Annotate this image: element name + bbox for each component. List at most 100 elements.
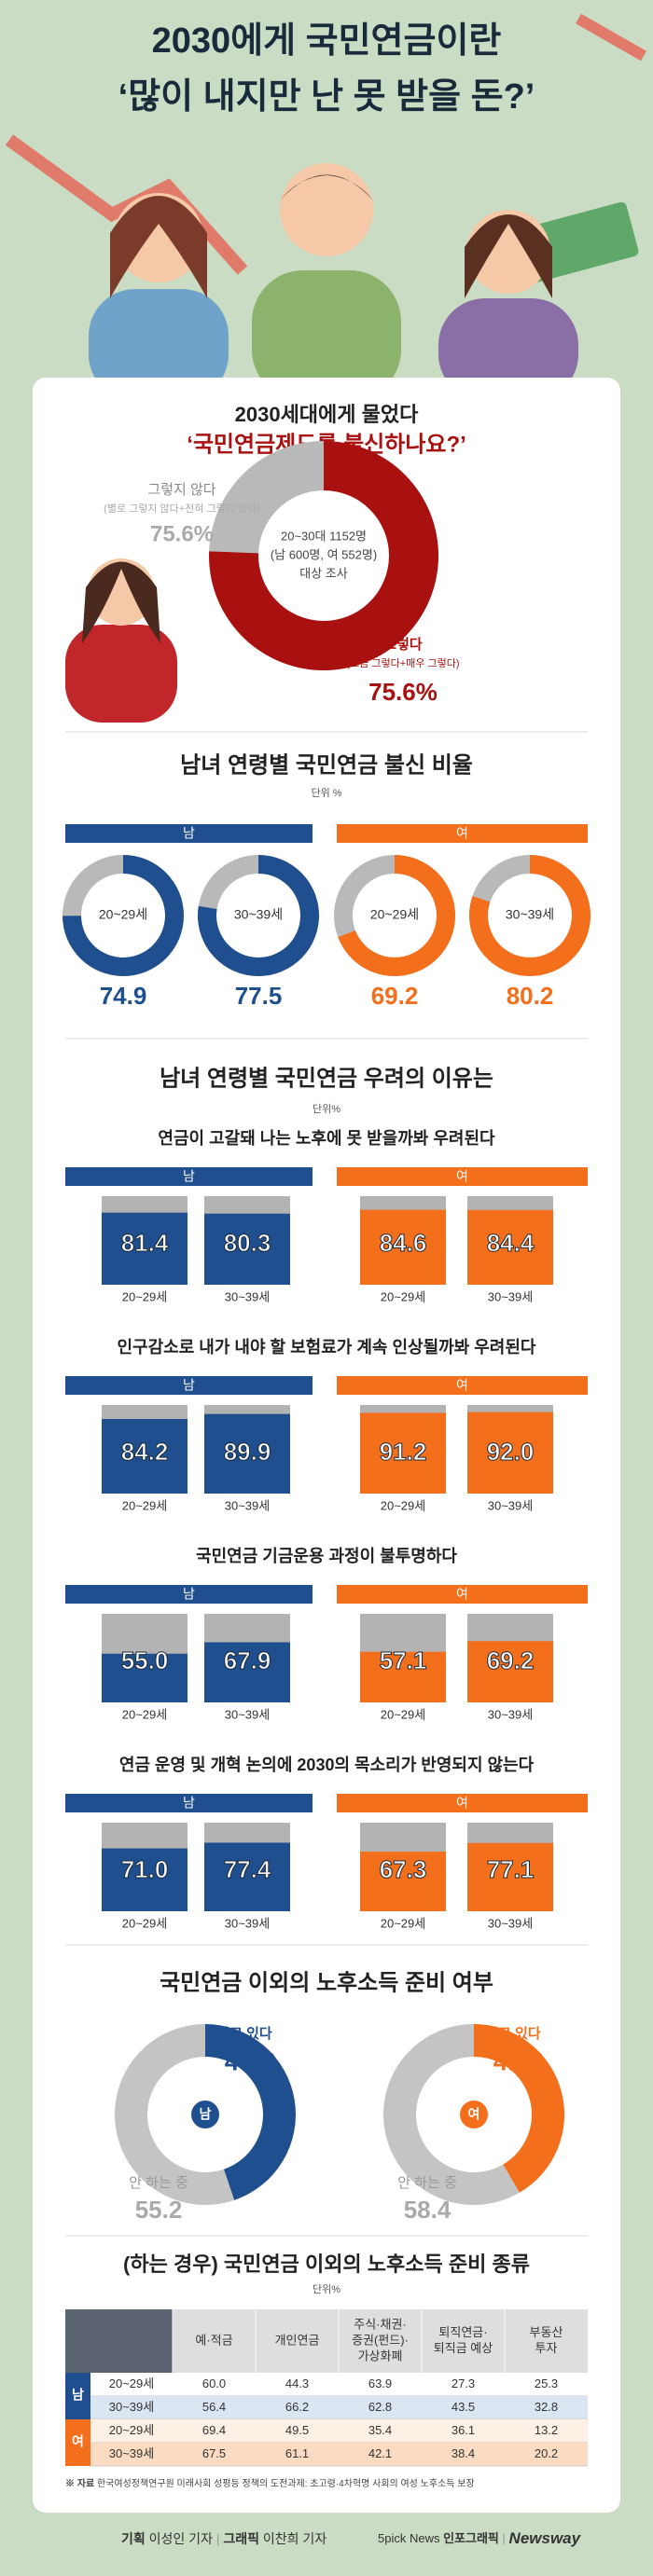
- bar: [102, 1653, 188, 1702]
- group-label: 여: [456, 826, 468, 841]
- credit-role: 기획: [121, 2531, 146, 2546]
- bar: [360, 1651, 446, 1702]
- row-label: 20~29세: [109, 2423, 154, 2437]
- credit-separator: |: [216, 2531, 220, 2546]
- group-label: 남: [183, 1796, 195, 1811]
- source-text: ※ 자료: [65, 2477, 94, 2489]
- table-row-bg: [90, 2396, 588, 2419]
- x-tick-label: 30~39세: [225, 1707, 270, 1721]
- table-cell: 69.4: [202, 2423, 226, 2437]
- chart-title: 2030세대에게 물었다: [235, 403, 419, 426]
- table-cell: 32.8: [535, 2400, 558, 2414]
- table-cell: 27.3: [452, 2376, 475, 2390]
- table-cell: 63.9: [368, 2376, 392, 2390]
- x-tick-label: 20~29세: [381, 1916, 425, 1930]
- group-label: 남: [183, 1378, 195, 1393]
- column-header: 부동산: [530, 2325, 563, 2339]
- table-header-corner: [65, 2309, 173, 2373]
- table-cell: 56.4: [202, 2400, 226, 2414]
- table-cell: 20.2: [535, 2446, 558, 2460]
- x-tick-label: 20~29세: [122, 1289, 167, 1303]
- table-row-bg: [90, 2373, 588, 2396]
- table-cell: 13.2: [535, 2423, 558, 2437]
- column-header: 증권(펀드)·: [352, 2333, 409, 2347]
- credit-name: 이성인 기자: [149, 2531, 213, 2546]
- center-note: 대상 조사: [299, 566, 347, 580]
- bar: [102, 1848, 188, 1911]
- donut-center-label: 30~39세: [234, 907, 283, 922]
- value-label: 80.2: [507, 982, 554, 1010]
- value-label: 71.0: [121, 1855, 169, 1883]
- bar: [467, 1641, 553, 1702]
- table-cell: 42.1: [368, 2446, 392, 2460]
- x-tick-label: 20~29세: [122, 1498, 167, 1512]
- table-cell: 67.5: [202, 2446, 226, 2460]
- row-label: 30~39세: [109, 2400, 154, 2414]
- group-label: 남: [183, 1169, 195, 1184]
- x-tick-label: 30~39세: [488, 1498, 533, 1512]
- value-label: 57.1: [380, 1646, 427, 1674]
- series-label: 여: [468, 2107, 480, 2122]
- table-cell: 61.1: [285, 2446, 309, 2460]
- x-tick-label: 20~29세: [122, 1916, 167, 1930]
- bar: [467, 1209, 553, 1285]
- value-label: 77.5: [235, 982, 283, 1010]
- table-cell: 60.0: [202, 2376, 226, 2390]
- bar: [360, 1852, 446, 1911]
- panel-title: 연금 운영 및 개혁 논의에 2030의 목소리가 반영되지 않는다: [119, 1755, 535, 1774]
- slice-label: 그렇다: [383, 637, 423, 653]
- table-cell: 35.4: [368, 2423, 392, 2437]
- column-header: 가상화폐: [358, 2349, 403, 2362]
- column-header: 개인연금: [275, 2333, 320, 2347]
- value-label: 84.4: [487, 1229, 535, 1257]
- group-header: [65, 1585, 313, 1604]
- table-cell: 49.5: [285, 2423, 309, 2437]
- donut-slice: [63, 855, 184, 976]
- x-tick-label: 20~29세: [122, 1707, 167, 1721]
- row-label: 30~39세: [109, 2446, 154, 2460]
- bar: [204, 1413, 290, 1494]
- page-title: ‘많이 내지만 난 못 받을 돈?’: [118, 77, 535, 117]
- unit-label: 단위 %: [311, 787, 341, 799]
- column-header: 퇴직금 예상: [434, 2341, 493, 2355]
- donut-center-label: 30~39세: [506, 907, 554, 922]
- group-header: [337, 1167, 588, 1186]
- brand-sub: 인포그래픽: [443, 2531, 499, 2545]
- row-group-cell: [65, 2373, 90, 2419]
- group-label: 여: [456, 1587, 468, 1602]
- group-label: 여: [456, 1378, 468, 1393]
- column-header: 주식·채권·: [354, 2317, 407, 2331]
- group-header: [65, 1167, 313, 1186]
- panel-title: 연금이 고갈돼 나는 노후에 못 받을까봐 우려된다: [158, 1128, 495, 1148]
- brand-name: 5pick News: [378, 2531, 440, 2545]
- slice-value: 75.6%: [368, 678, 438, 706]
- x-tick-label: 20~29세: [381, 1707, 425, 1721]
- group-label: 여: [456, 1796, 468, 1811]
- slice-label: 안 하는 중: [129, 2175, 188, 2191]
- group-label: 남: [183, 826, 195, 841]
- person-illustration: [89, 163, 578, 401]
- row-label: 20~29세: [109, 2376, 154, 2390]
- source-text: 한국여성정책연구원 미래사회 성평등 정책의 도전과제: 초고령·4차혁명 사회…: [97, 2478, 475, 2489]
- donut-center-label: 20~29세: [99, 907, 147, 922]
- slice-value: 58.4: [404, 2196, 452, 2224]
- group-header: [65, 1794, 313, 1812]
- table-cell: 36.1: [452, 2423, 475, 2437]
- column-header: 예·적금: [195, 2333, 232, 2347]
- slice-label: 하고 있다: [485, 2025, 541, 2042]
- donut-slice: [382, 2024, 520, 2205]
- table-cell: 66.2: [285, 2400, 309, 2414]
- group-header: [337, 1794, 588, 1812]
- group-header: [337, 1585, 588, 1604]
- donut-slice: [469, 855, 590, 977]
- group-label: 남: [183, 1587, 195, 1602]
- x-tick-label: 30~39세: [488, 1289, 533, 1303]
- slice-label: 그렇지 않다: [147, 482, 215, 498]
- row-group-cell: [65, 2419, 90, 2466]
- table-cell: 44.3: [285, 2376, 309, 2390]
- bar: [102, 1212, 188, 1285]
- bar: [204, 1213, 290, 1285]
- value-label: 77.1: [487, 1855, 535, 1883]
- x-tick-label: 30~39세: [488, 1916, 533, 1930]
